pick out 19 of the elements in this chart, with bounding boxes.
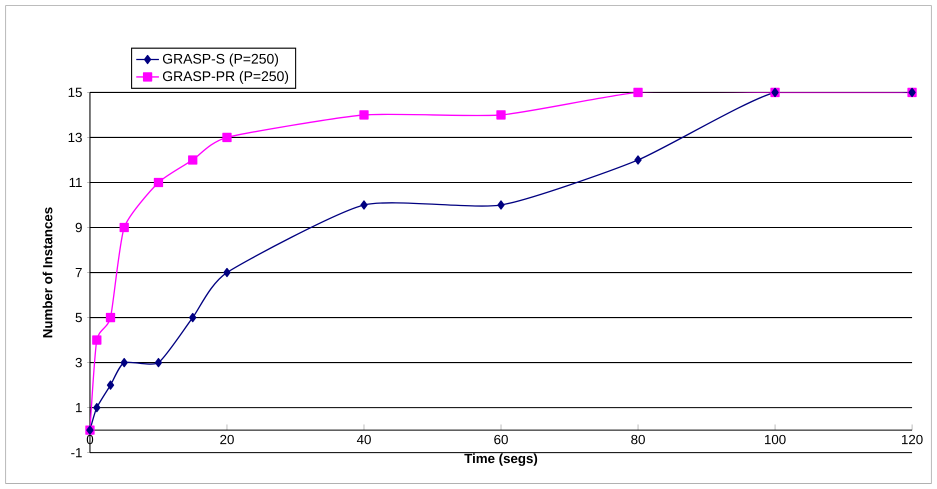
legend-label: GRASP-S (P=250) (162, 53, 278, 66)
x-tick-label: 80 (631, 434, 645, 444)
x-tick-label: 60 (494, 434, 508, 444)
y-tick-label: 9 (76, 222, 82, 232)
y-tick-label: -1 (71, 448, 82, 458)
x-tick-label: 40 (356, 434, 371, 444)
x-tick-label: 120 (902, 434, 923, 444)
y-tick-label: 1 (76, 402, 82, 412)
x-tick-label: 20 (220, 434, 234, 444)
y-tick-label: 7 (76, 268, 82, 278)
y-tick-label: 11 (70, 178, 82, 188)
y-tick-label: 13 (68, 132, 82, 142)
y-tick-label: 5 (76, 312, 82, 322)
legend-label: GRASP-PR (P=250) (162, 70, 288, 84)
y-tick-label: 3 (76, 358, 82, 368)
y-tick-label: 15 (68, 88, 82, 98)
x-axis-title: Time (segs) (464, 453, 538, 466)
y-axis-title: Number of Instances (42, 207, 52, 338)
x-tick-label: 100 (764, 434, 786, 444)
